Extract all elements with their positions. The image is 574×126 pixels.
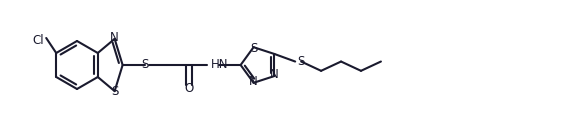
Text: HN: HN — [211, 58, 228, 71]
Text: O: O — [184, 82, 193, 95]
Text: Cl: Cl — [32, 35, 44, 48]
Text: N: N — [110, 31, 119, 44]
Text: N: N — [270, 69, 279, 82]
Text: S: S — [297, 55, 305, 68]
Text: N: N — [249, 75, 258, 88]
Text: S: S — [250, 42, 257, 55]
Text: S: S — [111, 85, 118, 98]
Text: S: S — [141, 58, 148, 71]
